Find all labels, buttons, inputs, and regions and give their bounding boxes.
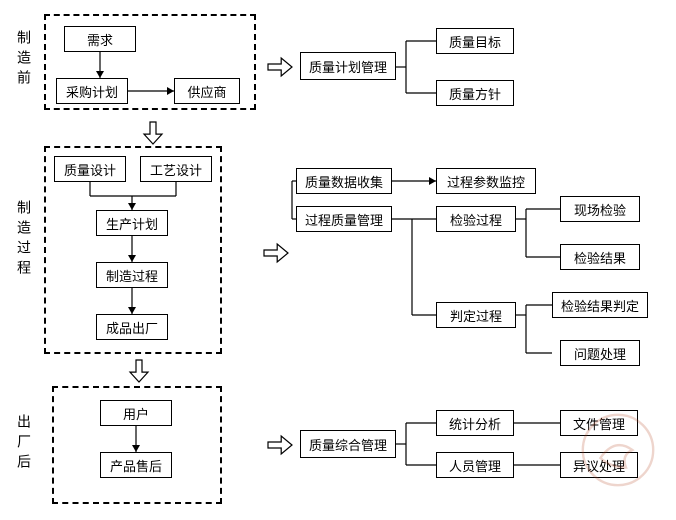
node-judge: 判定过程 [436, 302, 516, 328]
node-inspect: 检验过程 [436, 206, 516, 232]
phase-label-during: 制造过程 [14, 200, 34, 280]
node-mfg: 制造过程 [96, 262, 168, 288]
node-demand: 需求 [64, 26, 136, 52]
node-qcomp: 质量综合管理 [300, 430, 396, 458]
node-site: 现场检验 [560, 196, 640, 222]
node-purchase: 采购计划 [56, 78, 128, 104]
node-procqm: 过程质量管理 [296, 206, 392, 232]
node-qplanmgmt: 质量计划管理 [300, 52, 396, 80]
node-qgoal: 质量目标 [436, 28, 514, 54]
node-qpolicy: 质量方针 [436, 80, 514, 106]
node-supplier: 供应商 [174, 78, 240, 104]
phase-label-post: 出厂后 [14, 414, 34, 474]
node-problem: 问题处理 [560, 340, 640, 366]
node-user: 用户 [100, 400, 172, 426]
watermark-icon [578, 410, 658, 490]
node-result: 检验结果 [560, 244, 640, 270]
node-prodplan: 生产计划 [96, 210, 168, 236]
node-ship: 成品出厂 [96, 314, 168, 340]
node-qdata: 质量数据收集 [296, 168, 392, 194]
node-afters: 产品售后 [100, 452, 172, 478]
node-procparam: 过程参数监控 [436, 168, 536, 194]
phase-label-pre: 制造前 [14, 30, 34, 90]
node-resjudge: 检验结果判定 [552, 292, 648, 318]
node-qdesign: 质量设计 [54, 156, 126, 182]
node-pdesign: 工艺设计 [140, 156, 212, 182]
node-stat: 统计分析 [436, 410, 514, 436]
node-person: 人员管理 [436, 452, 514, 478]
